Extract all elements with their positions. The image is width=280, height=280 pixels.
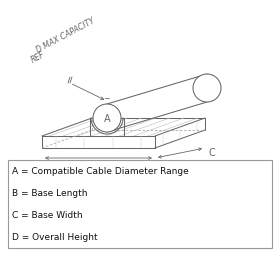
Ellipse shape (193, 74, 221, 102)
Text: D MAX CAPACITY: D MAX CAPACITY (35, 17, 96, 55)
Text: A = Compatible Cable Diameter Range: A = Compatible Cable Diameter Range (12, 167, 189, 176)
Text: B = Base Length: B = Base Length (12, 188, 88, 197)
Ellipse shape (93, 104, 121, 132)
Text: D = Overall Height: D = Overall Height (12, 232, 98, 241)
Text: B: B (95, 163, 102, 173)
Text: C: C (208, 148, 215, 158)
Text: C = Base Width: C = Base Width (12, 211, 83, 220)
Bar (8, 160, 272, 248)
Text: REF: REF (30, 50, 47, 65)
Text: A: A (104, 114, 110, 124)
